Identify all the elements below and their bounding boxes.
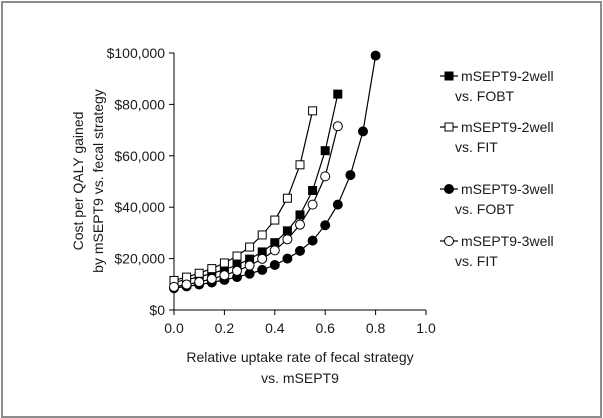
legend-entry-4: mSEPT9-3well vs. FIT [440,233,554,269]
x-tick-label: 0.2 [215,320,235,336]
x-tick-label: 0.4 [265,320,285,336]
data-point [206,273,217,284]
y-tick-label: $0 [149,302,165,318]
legend-marker [444,184,454,194]
data-point [282,253,293,264]
x-tick-label: 0.8 [366,320,386,336]
x-axis-label-line: vs. mSEPT9 [261,370,339,386]
legend-entry-3: mSEPT9-3well vs. FOBT [440,181,554,217]
legend-label: mSEPT9-3well [461,233,554,249]
legend-label: vs. FOBT [455,88,515,104]
data-point [345,170,356,181]
x-axis-label: Relative uptake rate of fecal strategy vs… [186,349,413,386]
data-point [358,126,368,137]
data-point [269,245,280,256]
data-point [332,199,343,210]
data-point [169,281,179,292]
legend-label: mSEPT9-2well [461,68,554,84]
legend-label: mSEPT9-3well [461,181,554,197]
data-point [219,258,229,268]
y-tick-label: $60,000 [114,148,165,164]
data-point [181,279,192,290]
data-point [295,219,305,230]
data-point [295,210,305,220]
series-3 [169,50,381,294]
legend-marker [444,71,454,81]
y-tick-label: $100,000 [107,45,166,61]
data-point [333,89,343,99]
legend-marker [444,122,454,132]
legend-marker [444,236,454,246]
x-ticks: 0.0 0.2 0.4 0.6 0.8 1.0 [164,310,436,336]
x-tick-label: 0.6 [315,320,335,336]
series-layer [169,50,381,294]
y-axis-label-line: by mSEPT9 vs. fecal strategy [90,89,106,273]
data-point [307,235,318,246]
data-point [282,234,293,245]
data-point [307,199,318,210]
series-2 [169,106,318,285]
legend-label: vs. FOBT [455,201,515,217]
data-point [320,220,331,231]
data-point [257,253,268,264]
legend-label: mSEPT9-2well [461,119,554,135]
data-point [244,268,255,279]
y-axis-label: Cost per QALY gained by mSEPT9 vs. fecal … [70,89,106,273]
data-point [244,260,255,271]
data-point [207,264,217,274]
y-ticks: $0 $20,000 $40,000 $60,000 $80,000 $100,000 [107,45,174,318]
data-point [232,251,242,261]
data-point [257,230,267,240]
data-point [295,160,305,170]
data-point [270,215,280,225]
axes [173,53,426,311]
data-point [194,276,205,287]
legend-label: vs. FIT [455,253,498,269]
y-tick-label: $80,000 [114,96,165,112]
legend-label: vs. FIT [455,139,498,155]
data-point [320,171,331,182]
data-point [332,121,343,132]
y-tick-label: $20,000 [114,251,165,267]
y-tick-label: $40,000 [114,199,165,215]
x-axis-label-line: Relative uptake rate of fecal strategy [186,349,413,365]
data-point [219,270,230,281]
data-point [308,185,318,195]
data-point [282,193,292,203]
series-4 [169,121,343,292]
data-point [194,268,204,278]
data-point [320,146,330,156]
legend-entry-2: mSEPT9-2well vs. FIT [440,119,554,155]
x-tick-label: 0.0 [164,320,184,336]
data-point [370,50,381,61]
data-point [245,242,255,252]
data-point [232,265,242,276]
data-point [269,260,280,271]
data-point [295,245,305,256]
data-point [308,106,318,116]
data-point [257,264,268,275]
y-axis-label-line: Cost per QALY gained [70,112,86,251]
data-point [282,226,292,236]
series-1 [169,89,343,287]
x-tick-label: 1.0 [416,320,436,336]
legend-entry-1: mSEPT9-2well vs. FOBT [440,68,554,104]
